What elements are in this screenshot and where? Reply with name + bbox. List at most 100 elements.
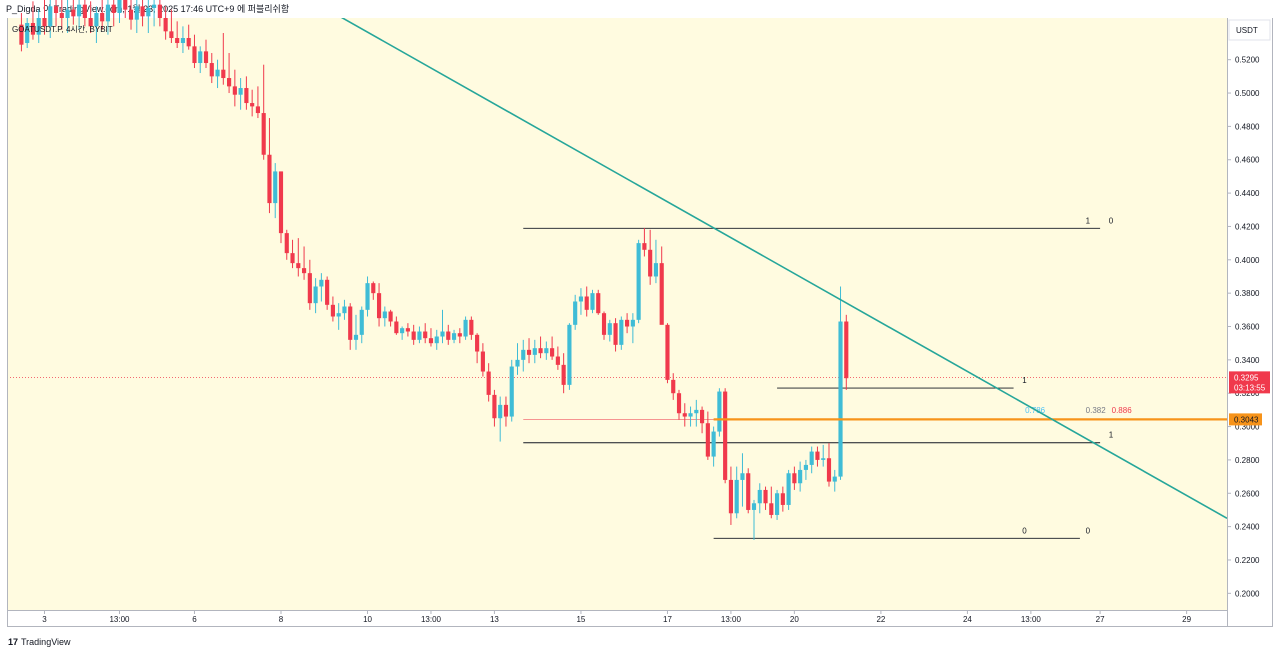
y-tick-label: 0.3600	[1235, 323, 1260, 332]
candle-body	[700, 409, 705, 424]
candle-body	[100, 12, 105, 22]
candle-body	[140, 6, 145, 17]
candle-body	[301, 268, 307, 274]
y-tick-label: 0.5000	[1235, 89, 1260, 98]
candle-body	[636, 243, 641, 320]
candle-body	[267, 154, 272, 204]
candle-body	[688, 413, 693, 417]
x-tick-label: 10	[363, 615, 372, 624]
symbol-legend[interactable]: GOATUSDT.P, 4시간, BYBIT	[12, 24, 113, 34]
last-price-tag-box	[1229, 371, 1270, 394]
price-axis[interactable]: 0.2000 0.2200 0.2400 0.2600 0.2800 0.3000 0.32…	[1227, 56, 1260, 599]
candle-body	[175, 38, 180, 44]
level-label: 0	[1086, 526, 1091, 535]
candle-body	[613, 323, 618, 345]
x-tick-label: 13:00	[109, 615, 130, 624]
candle-body	[423, 331, 428, 339]
time-axis[interactable]: 3 13:00 6 8 10 13:00 13 15 17 13:00 20 22 24 13:00 27 2…	[42, 610, 1192, 624]
candle-body	[88, 18, 93, 27]
candle-body	[653, 263, 659, 277]
candle-body	[561, 364, 566, 385]
candle-body	[330, 304, 335, 317]
candle-body	[244, 88, 249, 104]
marked-price-tag-box	[1229, 413, 1262, 426]
candle-body	[532, 348, 537, 355]
x-tick-label: 17	[663, 615, 672, 624]
y-tick-label: 0.2800	[1235, 456, 1260, 465]
candle-body	[809, 451, 814, 465]
candle-body	[578, 296, 584, 302]
footer: 17 TradingView	[0, 636, 1280, 654]
candle-body	[642, 243, 647, 250]
y-tick-label: 0.4800	[1235, 122, 1260, 131]
candle-body	[584, 296, 589, 310]
candle-body	[728, 479, 734, 514]
x-tick-label: 20	[790, 615, 799, 624]
candle-body	[278, 171, 284, 234]
candle-body	[798, 469, 803, 484]
candle-body	[803, 464, 808, 470]
x-tick-label: 27	[1096, 615, 1105, 624]
candle-body	[48, 6, 53, 27]
trendline	[340, 18, 1227, 519]
candle-body	[152, 4, 157, 8]
candle-body	[434, 336, 439, 344]
candle-body	[457, 333, 462, 337]
candle-body	[498, 404, 503, 419]
countdown-tag: 03:13:55	[1234, 383, 1266, 392]
level-label: 0	[1109, 216, 1114, 225]
candle-body	[65, 9, 70, 18]
candle-body	[36, 18, 41, 35]
candle-body	[538, 348, 543, 354]
candle-body	[717, 391, 722, 432]
candle-body	[774, 493, 780, 515]
candle-body	[676, 393, 682, 414]
plot-background	[7, 18, 1227, 610]
candle-body	[746, 473, 751, 510]
candle-body	[555, 356, 560, 365]
candle-body	[786, 473, 791, 505]
x-tick-label: 13:00	[1021, 615, 1042, 624]
y-tick-label: 0.5200	[1235, 56, 1260, 65]
candle-body	[705, 423, 710, 457]
candle-body	[763, 489, 768, 504]
y-tick-label: 0.2200	[1235, 556, 1260, 565]
candle-body	[769, 503, 774, 515]
candle-body	[163, 18, 168, 32]
fib-label: 0.382	[1086, 406, 1107, 415]
candle-body	[492, 394, 497, 419]
drawing-levels: 1 0 1 1 0 0	[523, 216, 1114, 539]
candle-body	[388, 311, 393, 322]
level-label: 0	[1022, 526, 1027, 535]
candle-body	[526, 349, 532, 355]
candle-body	[417, 331, 422, 340]
candle-body	[475, 334, 480, 352]
x-tick-label: 29	[1182, 615, 1191, 624]
candle-body	[826, 458, 832, 482]
candle-body	[567, 324, 572, 385]
candle-body	[601, 313, 607, 335]
candle-body	[630, 319, 635, 327]
candles-layer	[19, 0, 849, 540]
candle-body	[198, 51, 203, 64]
candle-body	[792, 473, 797, 484]
candle-body	[815, 451, 820, 460]
candle-body	[134, 6, 139, 20]
candle-body	[751, 503, 757, 510]
level-label: 1	[1086, 216, 1091, 225]
x-tick-label: 22	[876, 615, 885, 624]
y-tick-label: 0.4600	[1235, 156, 1260, 165]
candle-body	[250, 103, 255, 107]
candle-body	[844, 321, 849, 379]
candle-body	[284, 233, 289, 254]
y-tick-label: 0.3000	[1235, 423, 1260, 432]
candle-body	[428, 338, 434, 344]
candle-body	[359, 309, 364, 335]
candle-body	[832, 476, 837, 482]
candle-body	[573, 301, 578, 325]
level-label: 1	[1022, 376, 1027, 385]
x-tick-label: 13	[490, 615, 499, 624]
